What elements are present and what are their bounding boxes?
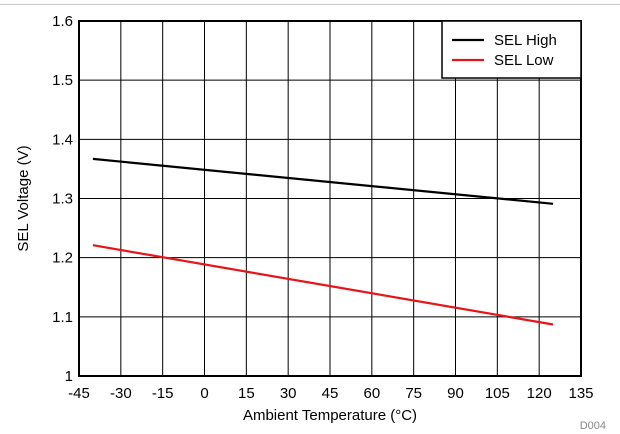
x-tick-label: -45 xyxy=(68,385,90,402)
y-tick-label: 1 xyxy=(65,368,73,385)
x-tick-label: -15 xyxy=(152,385,174,402)
x-tick-label: 135 xyxy=(568,385,593,402)
y-axis-title: SEL Voltage (V) xyxy=(15,145,32,251)
x-tick-label: 45 xyxy=(322,385,339,402)
series-layer xyxy=(92,157,554,326)
y-tick-label: 1.5 xyxy=(52,72,73,89)
plot-frame xyxy=(78,20,582,377)
x-tick-label: 0 xyxy=(200,385,208,402)
y-tick-label: 1.6 xyxy=(52,13,73,30)
series-line-0 xyxy=(92,157,554,205)
y-tick-label: 1.3 xyxy=(52,191,73,208)
y-tick-label: 1.2 xyxy=(52,250,73,267)
x-tick-label: 30 xyxy=(280,385,297,402)
top-rule xyxy=(0,4,620,5)
legend-label-0: SEL High xyxy=(494,32,557,49)
figure-id: D004 xyxy=(580,420,606,432)
x-tick-labels: -45 -30 -15 0 15 30 45 60 75 90 105 120 135 xyxy=(68,385,593,402)
x-tick-label: 15 xyxy=(238,385,255,402)
x-tick-label: 120 xyxy=(527,385,552,402)
y-tick-label: 1.1 xyxy=(52,309,73,326)
series-line-1 xyxy=(92,244,554,326)
legend-label-1: SEL Low xyxy=(494,52,554,69)
x-tick-label: 75 xyxy=(405,385,422,402)
x-tick-label: -30 xyxy=(110,385,132,402)
x-tick-label: 60 xyxy=(363,385,380,402)
legend-box xyxy=(441,20,582,79)
y-tick-labels: 1 1.1 1.2 1.3 1.4 1.5 1.6 xyxy=(52,13,73,385)
y-tick-label: 1.4 xyxy=(52,131,73,148)
x-axis-title: Ambient Temperature (°C) xyxy=(243,407,417,424)
x-tick-label: 90 xyxy=(447,385,464,402)
x-tick-label: 105 xyxy=(485,385,510,402)
legend: SEL High SEL Low xyxy=(441,20,582,79)
